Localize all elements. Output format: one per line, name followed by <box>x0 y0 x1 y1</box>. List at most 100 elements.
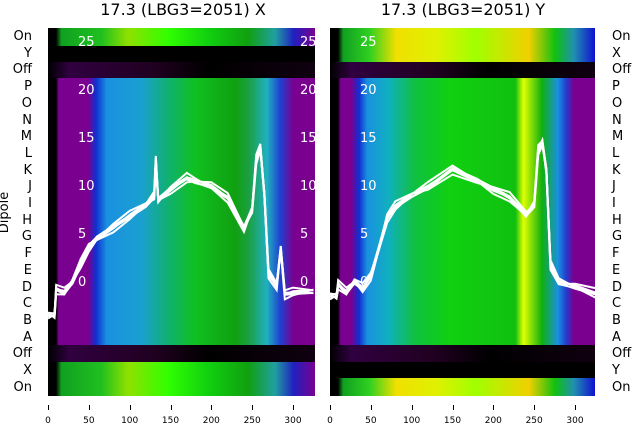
trace-line <box>48 149 314 315</box>
inner-y-tick-label: 0 <box>360 275 369 290</box>
x-tick-label: 250 <box>525 416 543 426</box>
row-label: Off <box>12 346 32 362</box>
x-tick-mark <box>48 405 49 410</box>
row-label: Off <box>12 62 32 78</box>
x-tick-mark <box>129 405 131 410</box>
row-label: M <box>612 129 624 145</box>
x-tick-mark <box>370 405 372 410</box>
inner-y-tick-label: 25 <box>360 35 377 50</box>
x-tick-mark <box>293 405 294 410</box>
inner-y-tick-label: 10 <box>78 179 95 194</box>
band-y <box>48 46 315 62</box>
inner-y-tick-label-right: 10 <box>300 179 317 194</box>
row-label: L <box>24 145 32 161</box>
x-tick-mark <box>575 405 576 410</box>
row-label: D <box>21 279 32 295</box>
inner-y-tick-label: 25 <box>78 35 95 50</box>
trace-line <box>48 146 314 318</box>
band-main <box>330 78 595 345</box>
row-label: On <box>13 379 32 395</box>
row-label: On <box>13 29 32 44</box>
right-heatmap <box>330 28 595 396</box>
x-tick-label: 200 <box>484 416 502 426</box>
row-label: O <box>612 95 623 111</box>
x-tick-label: 100 <box>121 416 139 426</box>
row-label: N <box>22 112 32 128</box>
x-tick-mark <box>252 405 254 410</box>
trace-line <box>48 149 314 320</box>
row-label: On <box>612 379 631 395</box>
band-off-bottom <box>48 345 315 362</box>
right-trace-svg <box>330 136 595 301</box>
row-label: K <box>612 162 621 178</box>
y-axis-label: Dipole <box>0 191 13 234</box>
band-on-bottom <box>330 378 595 396</box>
band-on-top <box>48 28 315 46</box>
x-tick-label: 0 <box>327 416 333 426</box>
row-label: J <box>612 179 616 195</box>
inner-y-tick-label: 10 <box>360 179 377 194</box>
x-tick-label: 300 <box>284 416 302 426</box>
trace-line <box>48 146 314 318</box>
row-label: B <box>23 312 32 328</box>
x-tick-label: 150 <box>443 416 462 426</box>
x-tick-mark <box>452 405 454 410</box>
inner-y-tick-label: 20 <box>360 83 377 98</box>
x-tick-label: 250 <box>243 416 261 426</box>
row-label: Y <box>24 45 32 61</box>
inner-y-tick-label: 15 <box>360 131 377 146</box>
band-y <box>330 362 595 378</box>
row-label: E <box>612 262 621 278</box>
x-tick-label: 100 <box>403 416 421 426</box>
trace-line <box>330 141 595 301</box>
x-tick-mark <box>88 405 90 410</box>
row-label: K <box>23 162 32 178</box>
x-tick-mark <box>330 405 331 410</box>
band-off-bottom <box>330 345 595 362</box>
row-label: F <box>612 246 620 262</box>
band-off-top <box>48 62 315 78</box>
x-tick-mark <box>170 405 172 410</box>
x-tick-label: 50 <box>83 416 95 426</box>
inner-y-tick-label: 5 <box>78 227 87 242</box>
row-label: I <box>612 196 616 211</box>
x-tick-label: 50 <box>365 416 377 426</box>
row-label: A <box>23 329 32 345</box>
row-label: X <box>23 363 32 378</box>
row-label: C <box>22 296 32 312</box>
x-tick-label: 200 <box>202 416 220 426</box>
band-main <box>48 78 315 345</box>
left-heatmap <box>48 28 315 396</box>
row-label: M <box>20 129 32 145</box>
row-label: Off <box>612 346 632 362</box>
inner-y-tick-label-right: 25 <box>300 35 317 50</box>
x-tick-label: 0 <box>45 416 51 426</box>
inner-y-tick-label: 0 <box>78 275 87 290</box>
band-on-top <box>330 28 595 62</box>
row-label: On <box>612 29 631 44</box>
trace-line <box>48 148 314 315</box>
x-tick-mark <box>211 405 213 410</box>
inner-y-tick-label-right: 15 <box>300 131 317 146</box>
inner-y-tick-label: 20 <box>78 83 95 98</box>
row-label: B <box>612 312 621 328</box>
left-trace-svg <box>48 143 314 320</box>
row-label: Y <box>612 363 620 378</box>
row-label: D <box>612 279 623 295</box>
band-off-top <box>330 62 595 78</box>
band-on-bottom <box>48 362 315 396</box>
row-label: C <box>612 296 622 312</box>
inner-y-tick-label: 5 <box>360 227 369 242</box>
x-tick-label: 300 <box>566 416 584 426</box>
trace-line <box>48 143 314 320</box>
row-label: P <box>24 79 32 95</box>
inner-y-tick-label-right: 5 <box>300 227 309 242</box>
x-tick-mark <box>411 405 413 410</box>
row-label: X <box>612 45 621 61</box>
inner-y-tick-label-right: 0 <box>300 275 309 290</box>
row-label: N <box>612 112 622 128</box>
row-label: P <box>612 79 620 95</box>
inner-y-tick-label-right: 20 <box>300 83 317 98</box>
x-tick-mark <box>534 405 536 410</box>
row-label: G <box>21 229 32 245</box>
